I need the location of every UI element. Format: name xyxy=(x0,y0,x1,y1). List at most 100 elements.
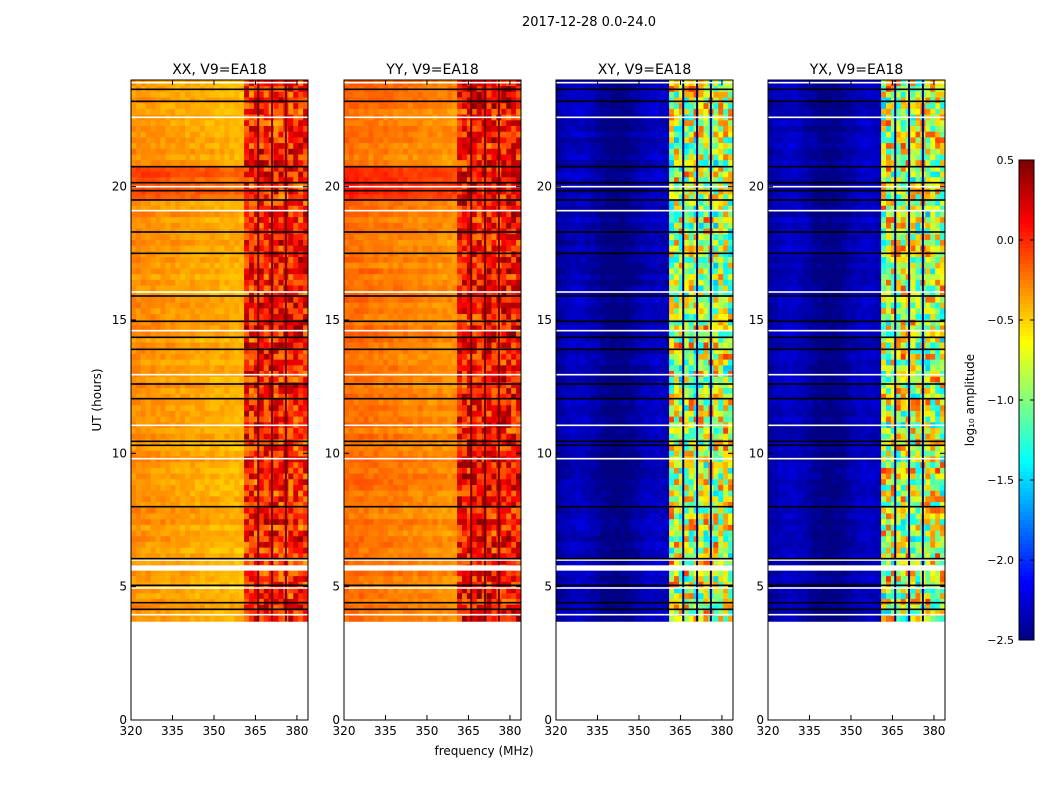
x-tick-label: 380 xyxy=(498,724,521,738)
band-gap-line xyxy=(484,80,487,622)
colorbar-swatch xyxy=(1019,484,1034,489)
flag-row-line xyxy=(556,424,733,427)
colorbar-swatch xyxy=(1019,392,1034,397)
colorbar-swatch xyxy=(1019,316,1034,321)
flag-gap xyxy=(131,565,308,571)
colorbar-swatch xyxy=(1019,532,1034,537)
flag-row-line xyxy=(131,199,308,201)
flag-row-line xyxy=(131,505,308,508)
colorbar-swatch xyxy=(1019,528,1034,533)
flag-row-line xyxy=(131,181,308,184)
colorbar-swatch xyxy=(1019,372,1034,377)
flag-row-line xyxy=(556,181,733,184)
flag-row-line xyxy=(131,295,308,297)
x-tick-label: 335 xyxy=(374,724,397,738)
flag-row-line xyxy=(768,291,945,293)
colorbar-swatch xyxy=(1019,304,1034,309)
x-axis-label: frequency (MHz) xyxy=(434,744,533,758)
flag-row-line xyxy=(344,88,521,91)
colorbar-swatch xyxy=(1019,608,1034,613)
flag-row-line xyxy=(556,440,733,443)
colorbar-swatch xyxy=(1019,192,1034,197)
flag-row-line xyxy=(131,165,308,168)
plot-frame xyxy=(130,79,309,721)
colorbar-swatch xyxy=(1019,168,1034,173)
flag-row-line xyxy=(344,252,521,255)
flag-row-line xyxy=(131,457,308,460)
flag-row-line xyxy=(556,88,733,91)
colorbar-swatch xyxy=(1019,476,1034,481)
colorbar-swatch xyxy=(1019,556,1034,561)
colorbar-swatch xyxy=(1019,444,1034,449)
colorbar-swatch xyxy=(1019,276,1034,281)
band-gap-line xyxy=(257,80,260,622)
y-tick-label: 15 xyxy=(325,313,340,327)
colorbar-tick-label: −1.5 xyxy=(987,474,1014,487)
flag-row-line xyxy=(131,336,308,339)
colorbar-swatch xyxy=(1019,624,1034,629)
plot-frame xyxy=(767,79,946,721)
flag-row-line xyxy=(768,189,945,192)
flag-row-line xyxy=(556,373,733,376)
y-tick-label: 0 xyxy=(756,713,764,727)
colorbar-swatch xyxy=(1019,396,1034,401)
panel-yx: YX, V9=EA18 320 335 350 365 380 0 5 10 15 20 xyxy=(749,62,946,738)
colorbar-swatch xyxy=(1019,520,1034,525)
flag-row-line xyxy=(131,584,308,587)
colorbar-swatch xyxy=(1019,560,1034,565)
colorbar-swatch xyxy=(1019,204,1034,209)
flag-row-line xyxy=(344,608,521,611)
flag-row-line xyxy=(768,608,945,611)
flag-row-line xyxy=(768,559,945,561)
colorbar-swatch xyxy=(1019,464,1034,469)
flag-row-line xyxy=(131,189,308,192)
flag-row-line xyxy=(344,457,521,460)
flag-row-line xyxy=(131,587,308,589)
x-tick-label: 335 xyxy=(798,724,821,738)
colorbar-swatch xyxy=(1019,196,1034,201)
colorbar-label: log₁₀ amplitude xyxy=(963,354,977,446)
flag-row-line xyxy=(768,336,945,339)
y-tick-label: 5 xyxy=(119,580,127,594)
flag-row-line xyxy=(344,100,521,103)
flag-row-line xyxy=(344,81,521,84)
colorbar-swatch xyxy=(1019,172,1034,177)
heatmap-yx xyxy=(768,80,945,622)
y-tick-label: 20 xyxy=(325,180,340,194)
flag-row-line xyxy=(556,584,733,587)
flag-row-line xyxy=(344,584,521,587)
flag-row-line xyxy=(131,209,308,212)
flag-gap xyxy=(344,565,521,571)
figure-title: 2017-12-28 0.0-24.0 xyxy=(522,15,656,30)
flag-row-line xyxy=(344,559,521,561)
colorbar-swatch xyxy=(1019,200,1034,205)
colorbar-swatch xyxy=(1019,312,1034,317)
flag-gap xyxy=(556,565,733,571)
x-tick-label: 380 xyxy=(922,724,945,738)
y-tick-label: 10 xyxy=(325,446,340,460)
flag-row-line xyxy=(131,373,308,376)
colorbar-swatch xyxy=(1019,504,1034,509)
colorbar-swatch xyxy=(1019,508,1034,513)
colorbar-swatch xyxy=(1019,256,1034,261)
flag-row-line xyxy=(768,185,945,188)
colorbar-swatch xyxy=(1019,232,1034,237)
band-gap-line xyxy=(682,80,685,622)
flag-row-line xyxy=(556,336,733,339)
x-tick-label: 350 xyxy=(628,724,651,738)
flag-row-line xyxy=(768,100,945,103)
colorbar-swatch xyxy=(1019,244,1034,249)
flag-row-line xyxy=(344,116,521,119)
flag-row-line xyxy=(344,397,521,400)
y-tick-label: 15 xyxy=(537,313,552,327)
colorbar-swatch xyxy=(1019,252,1034,257)
colorbar-swatch xyxy=(1019,328,1034,333)
flag-row-line xyxy=(344,557,521,560)
x-tick-label: 350 xyxy=(416,724,439,738)
flag-row-line xyxy=(131,81,308,84)
x-tick-label: 350 xyxy=(840,724,863,738)
x-tick-label: 380 xyxy=(710,724,733,738)
colorbar-swatch xyxy=(1019,280,1034,285)
colorbar-swatch xyxy=(1019,576,1034,581)
colorbar-swatch xyxy=(1019,340,1034,345)
